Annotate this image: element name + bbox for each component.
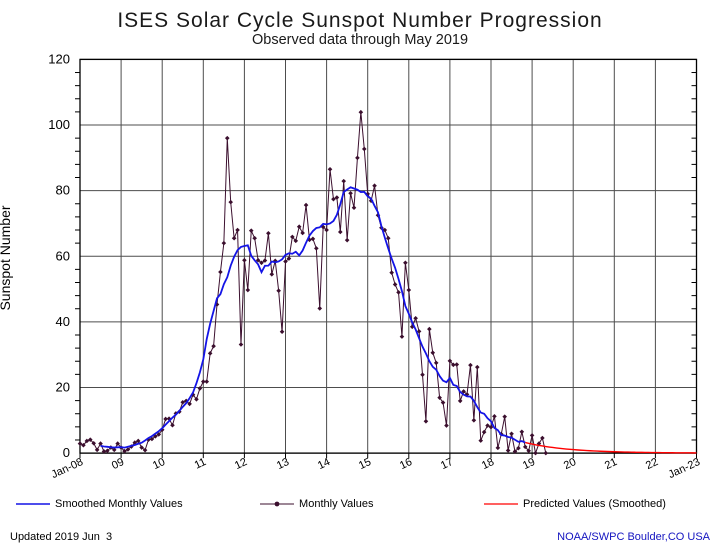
svg-text:60: 60 — [56, 248, 70, 263]
svg-text:100: 100 — [48, 117, 70, 132]
svg-text:120: 120 — [48, 51, 70, 66]
svg-text:40: 40 — [56, 314, 70, 329]
svg-text:20: 20 — [56, 379, 70, 394]
svg-text:0: 0 — [63, 445, 70, 460]
svg-text:80: 80 — [56, 183, 70, 198]
